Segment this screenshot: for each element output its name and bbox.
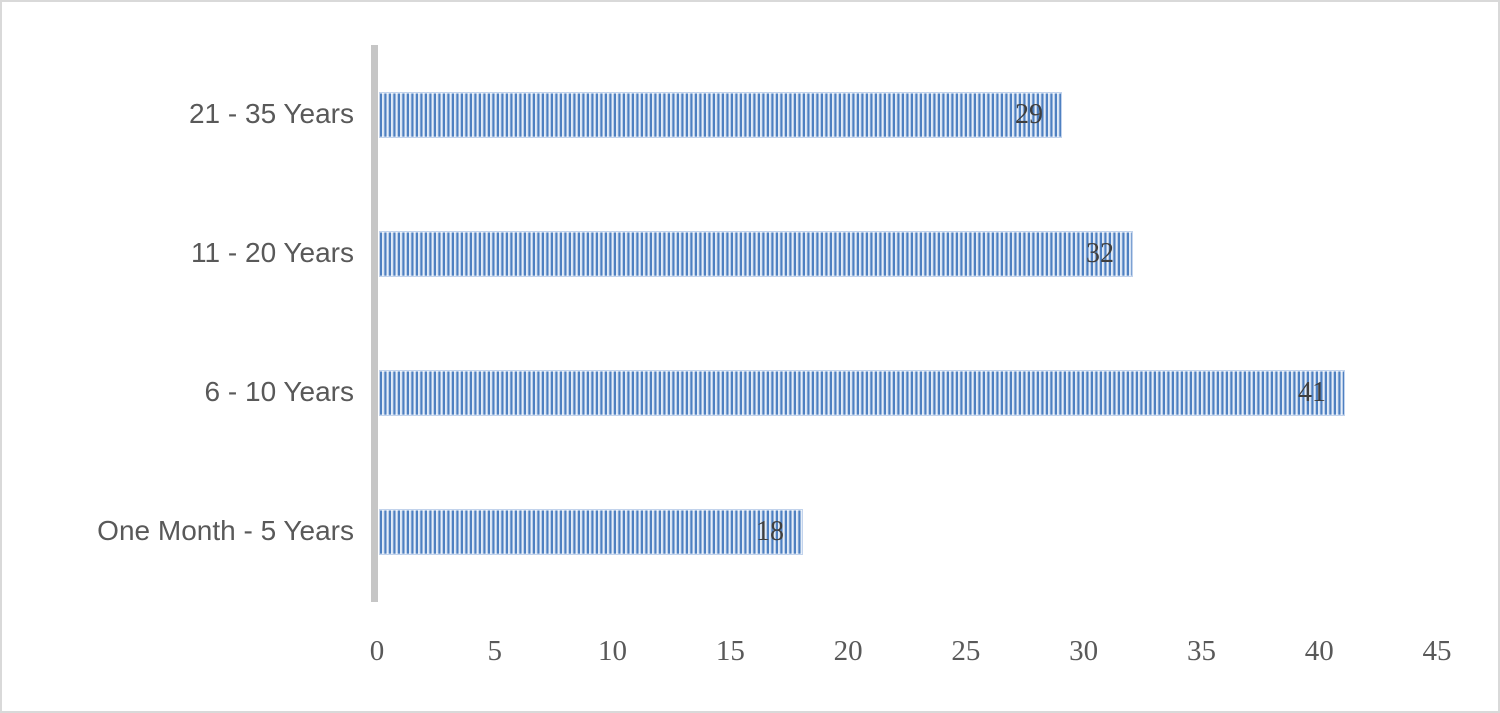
x-tick-label: 30 — [1069, 635, 1099, 667]
x-tick-label: 0 — [369, 635, 385, 667]
category-label: 6 - 10 Years — [204, 376, 354, 408]
bar: 41 — [379, 370, 1345, 417]
x-tick-label: 5 — [487, 635, 503, 667]
bar-value-label: 29 — [1015, 98, 1043, 130]
category-label: One Month - 5 Years — [97, 515, 354, 547]
x-tick-label: 35 — [1186, 635, 1216, 667]
x-tick-label: 45 — [1422, 635, 1452, 667]
category-label: 21 - 35 Years — [188, 97, 354, 129]
x-tick-label: 15 — [715, 635, 745, 667]
bar-value-label: 32 — [1086, 237, 1114, 269]
bar: 29 — [379, 91, 1062, 138]
bar-value-label: 41 — [1298, 377, 1326, 409]
x-tick-label: 40 — [1304, 635, 1334, 667]
bar: 32 — [379, 230, 1133, 277]
x-tick-label: 10 — [598, 635, 628, 667]
x-tick-label: 20 — [833, 635, 863, 667]
x-tick-label: 25 — [951, 635, 981, 667]
category-label: 11 - 20 Years — [191, 236, 354, 268]
bar-value-label: 18 — [756, 516, 784, 548]
bar: 18 — [379, 509, 803, 556]
y-axis-line — [371, 45, 378, 602]
